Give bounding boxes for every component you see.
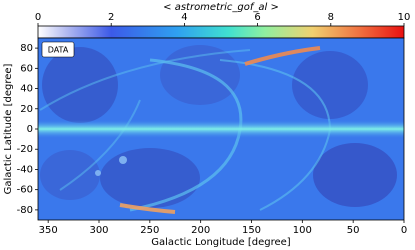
x-tick-label: 50	[347, 225, 360, 236]
y-tick-label: 60	[20, 63, 33, 74]
colorbar-tick-label: 6	[254, 12, 260, 23]
colorbar-tick-label: 10	[398, 12, 411, 23]
y-tick-label: -20	[17, 144, 33, 155]
annotation-box	[41, 41, 75, 58]
x-tick-label: 0	[401, 225, 407, 236]
y-tick-label: 80	[20, 43, 33, 54]
y-tick-label: -60	[17, 185, 33, 196]
y-tick-label: 0	[27, 124, 33, 135]
colorbar-tick-label: 4	[181, 12, 187, 23]
sky-map	[38, 38, 404, 220]
x-tick-label: 100	[293, 225, 312, 236]
x-tick-label: 350	[39, 225, 58, 236]
y-tick-label: -80	[17, 205, 33, 216]
colorbar-tick-label: 0	[35, 12, 41, 23]
y-tick-label: 40	[20, 84, 33, 95]
annotation: DATA	[48, 46, 69, 55]
y-tick-label: 20	[20, 104, 33, 115]
x-tick-label: 250	[140, 225, 159, 236]
colorbar-tick-label: 8	[328, 12, 334, 23]
colorbar-label: < astrometric_gof_al >	[163, 2, 279, 13]
colorbar	[37, 25, 405, 39]
x-tick-label: 150	[242, 225, 261, 236]
y-tick-label: -40	[17, 164, 33, 175]
x-tick-label: 300	[89, 225, 108, 236]
x-axis-label: Galactic Longitude [degree]	[151, 237, 291, 248]
colorbar-tick-label: 2	[108, 12, 114, 23]
y-axis-label: Galactic Latitude [degree]	[3, 63, 14, 194]
x-tick-label: 200	[191, 225, 210, 236]
